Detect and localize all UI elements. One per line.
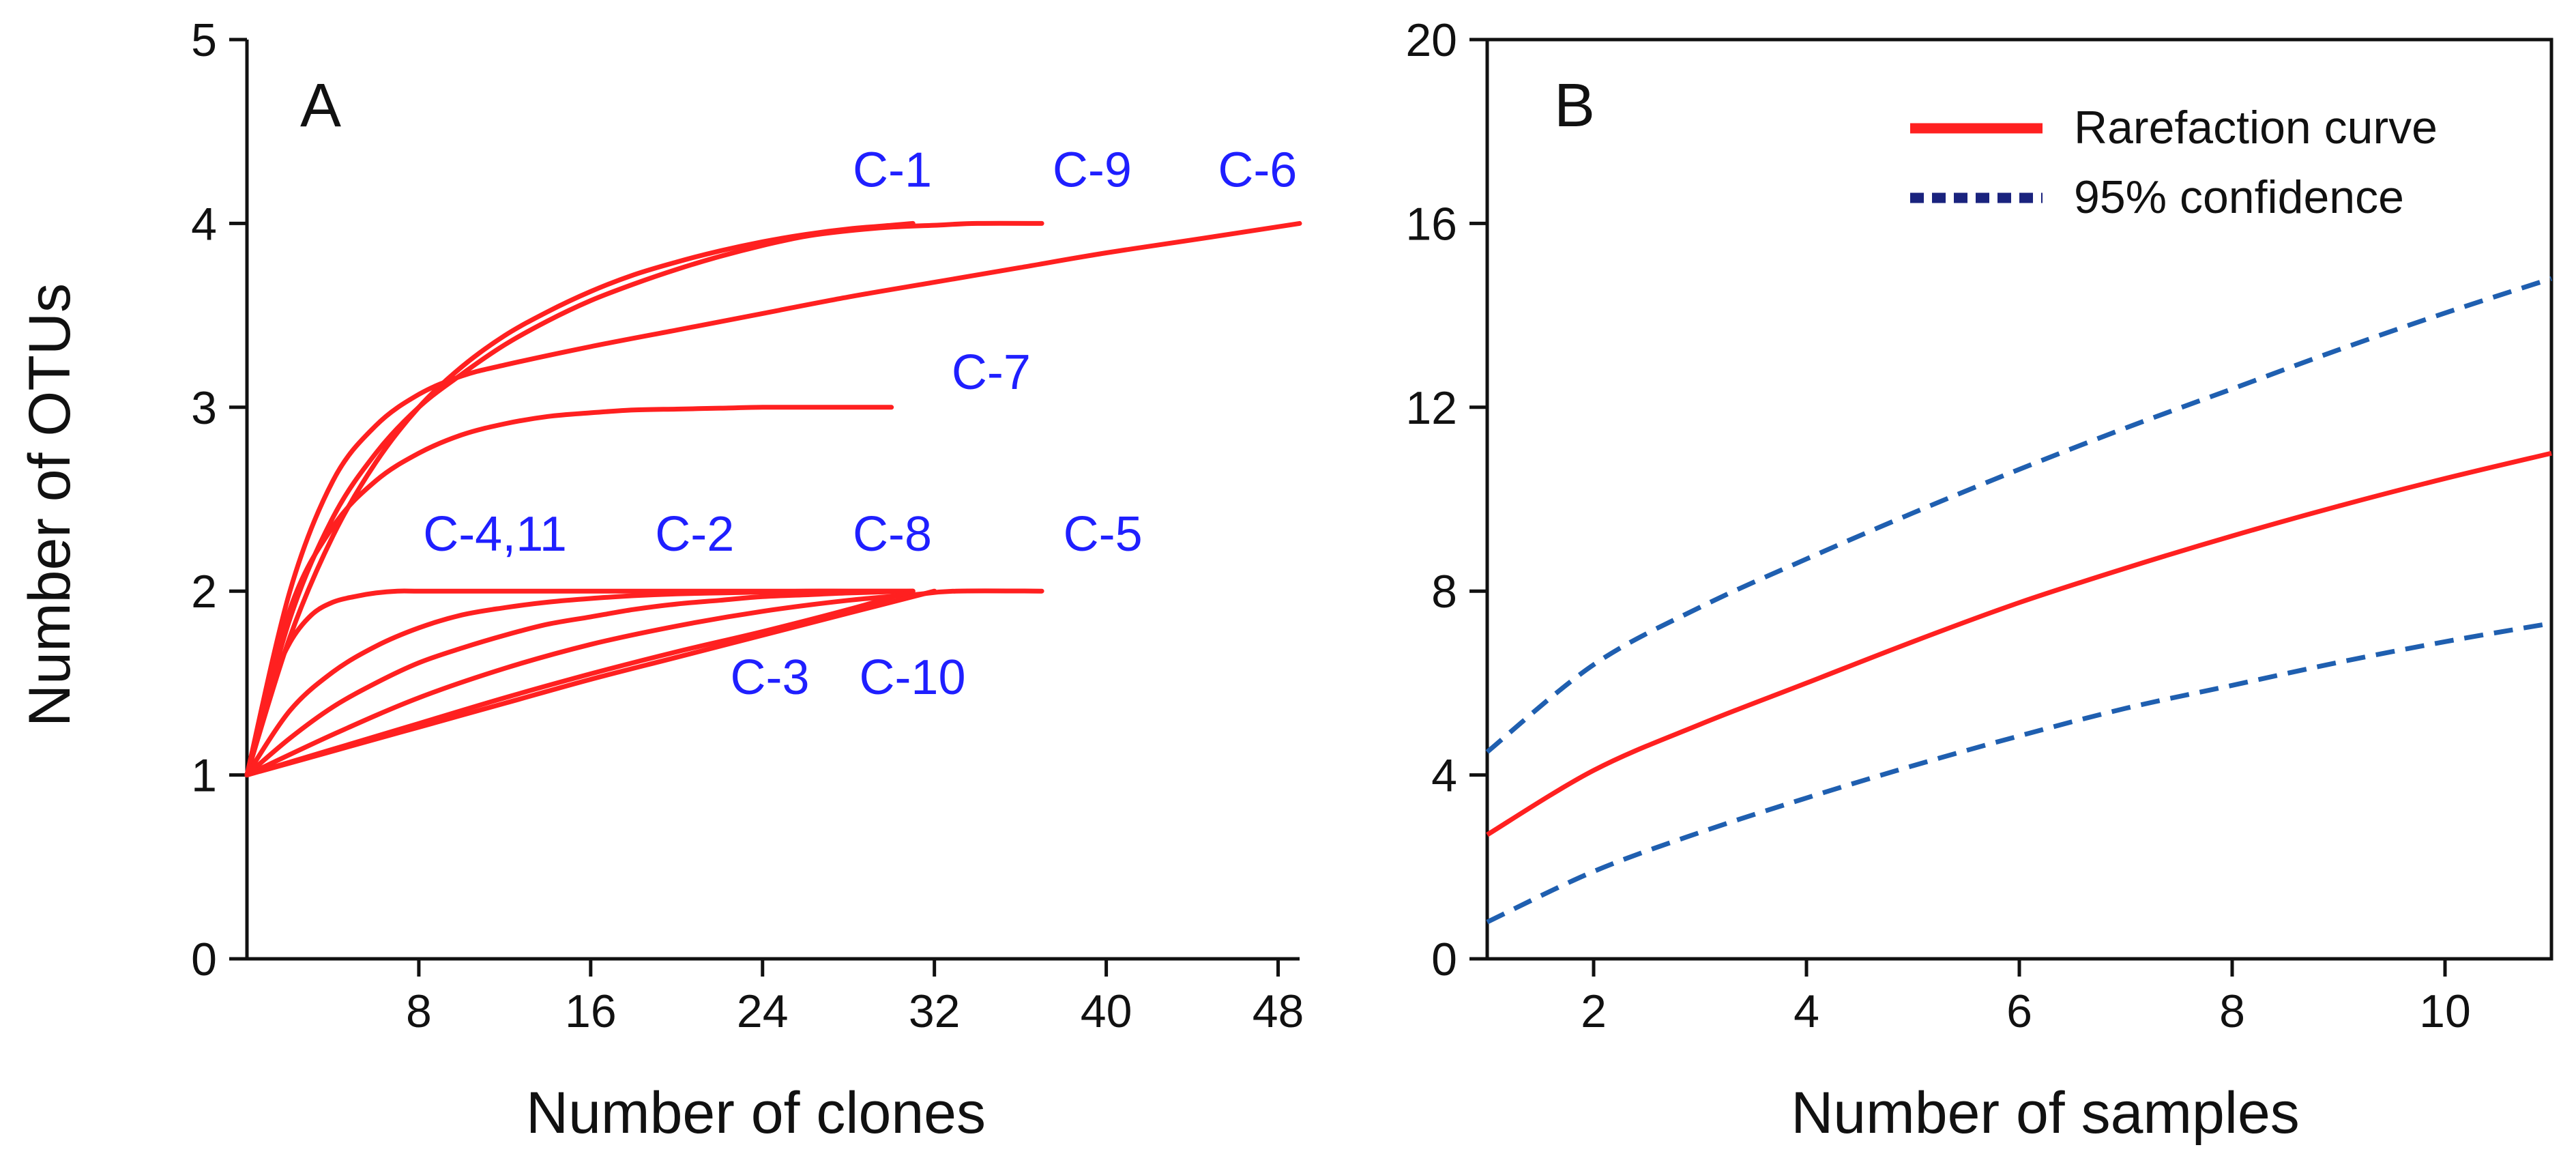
panel-a-y-tick-label: 2 bbox=[191, 566, 217, 618]
panel-a-y-tick-label: 4 bbox=[191, 198, 217, 250]
panel-b-y-tick-label: 16 bbox=[1405, 198, 1457, 250]
panel-b-x-tick-label: 2 bbox=[1581, 985, 1607, 1037]
curve-c-2 bbox=[244, 588, 916, 778]
panel-b-y-tick-label: 4 bbox=[1431, 750, 1457, 802]
panel-b-x-tick-label: 6 bbox=[2006, 985, 2032, 1037]
curve-label: C-7 bbox=[952, 345, 1031, 400]
panel-a-x-tick-label: 32 bbox=[909, 985, 961, 1037]
curve-label: C-5 bbox=[1064, 507, 1143, 562]
panel-b-x-tick-label: 8 bbox=[2219, 985, 2245, 1037]
panel-b-x-axis-label: Number of samples bbox=[1791, 1080, 2300, 1146]
panel-a-x-tick-label: 24 bbox=[737, 985, 789, 1037]
panel-a-y-tick-label: 0 bbox=[191, 934, 217, 985]
panel-a-x-tick-label: 8 bbox=[406, 985, 432, 1037]
panel-a-x-tick-label: 40 bbox=[1081, 985, 1132, 1037]
panel-a-axes bbox=[245, 40, 1300, 961]
curve-label: C-6 bbox=[1218, 143, 1297, 198]
panel-a-y-axis-label: Number of OTUs bbox=[17, 283, 83, 727]
curve-c-8 bbox=[244, 588, 916, 778]
panel-b-y-tick-label: 20 bbox=[1405, 14, 1457, 66]
panel-a-y-tick-label: 3 bbox=[191, 382, 217, 434]
panel-b-letter: B bbox=[1554, 72, 1595, 140]
series-rarefaction-curve bbox=[1486, 450, 2552, 837]
series-95-confidence-lower bbox=[1486, 620, 2552, 925]
panel-b-y-tick-label: 0 bbox=[1431, 934, 1457, 985]
curve-label: C-10 bbox=[859, 650, 965, 705]
series-95-confidence-upper bbox=[1485, 276, 2553, 754]
legend-label-rarefaction: Rarefaction curve bbox=[2074, 102, 2438, 154]
curve-label: C-4,11 bbox=[423, 507, 567, 562]
panel-b-y-tick-label: 12 bbox=[1405, 382, 1457, 434]
curve-label: C-1 bbox=[853, 143, 932, 198]
curve-label: C-2 bbox=[655, 507, 734, 562]
panel-a-x-tick-label: 48 bbox=[1253, 985, 1304, 1037]
curve-c-6 bbox=[244, 220, 1302, 778]
curve-c-9 bbox=[244, 220, 1044, 778]
panel-a-y-tick-label: 5 bbox=[191, 14, 217, 66]
panel-b-x-tick-label: 4 bbox=[1794, 985, 1819, 1037]
curve-label: C-8 bbox=[853, 507, 932, 562]
panel-b-y-tick-label: 8 bbox=[1431, 566, 1457, 618]
curve-label: C-3 bbox=[731, 650, 810, 705]
curve-c-7 bbox=[244, 405, 894, 778]
panel-a-letter: A bbox=[300, 72, 341, 140]
panel-a-x-tick-label: 16 bbox=[565, 985, 617, 1037]
legend-label-confidence: 95% confidence bbox=[2074, 171, 2404, 223]
panel-b-x-tick-label: 10 bbox=[2419, 985, 2471, 1037]
panel-b-legend: Rarefaction curve 95% confidence bbox=[1910, 102, 2438, 223]
curve-label: C-9 bbox=[1053, 143, 1132, 198]
curve-c-10 bbox=[244, 588, 937, 778]
panel-a: A Number of OTUs Number of clones 0 1 2 3 4 5… bbox=[17, 14, 1304, 1146]
panel-a-y-tick-label: 1 bbox=[191, 750, 217, 802]
panel-a-x-axis-label: Number of clones bbox=[526, 1080, 986, 1146]
